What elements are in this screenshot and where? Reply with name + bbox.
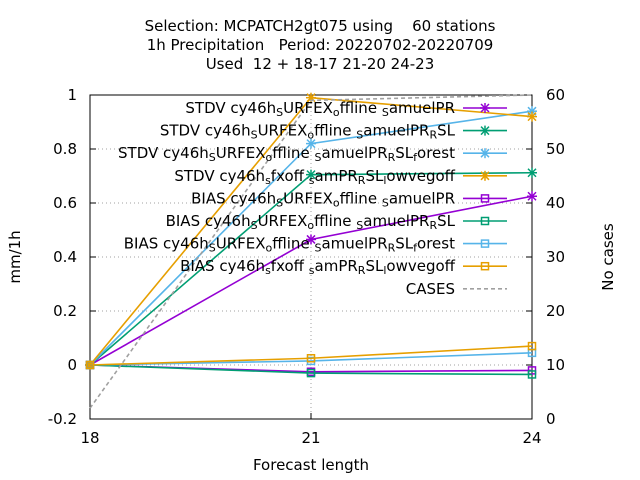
legend-item: STDV cy46hSURFEXoffline SamuelPRRSL (160, 122, 507, 142)
data-point-marker (480, 148, 490, 159)
legend-item: STDV cy46hSURFEXoffline SamuelPR (185, 99, 507, 119)
data-point-marker (480, 194, 490, 203)
series-line (89, 94, 533, 409)
y2-tick-label: 20 (546, 302, 565, 320)
data-point-marker (306, 234, 316, 245)
data-point-marker (480, 239, 490, 248)
data-point-marker (306, 354, 316, 363)
data-point-marker (85, 360, 95, 370)
legend-label: BIAS cy46hSURFEXoffline SamuelPR (191, 189, 455, 209)
data-point-marker (480, 125, 490, 136)
legend-label: STDV cy46hSURFEXoffline SamuelPR (185, 99, 455, 119)
y-tick-label: 0.6 (53, 194, 77, 212)
chart-title-line-2: 1h Precipitation Period: 20220702-202207… (146, 36, 494, 54)
legend-label: BIAS cy46hSURFEXoffline SamuelPRRSLfores… (124, 235, 455, 255)
series-cases (89, 94, 533, 409)
legend-label: CASES (406, 280, 455, 298)
y-axis-label: mm/1h (6, 230, 24, 283)
legend-item: STDV cy46hSURFEXoffline SamuelPRRSLfores… (118, 144, 507, 164)
legend-label: STDV cy46hSURFEXoffline SamuelPRRSLfores… (118, 144, 455, 164)
series-lines (85, 92, 537, 409)
y2-tick-label: 60 (546, 86, 565, 104)
data-point-marker (306, 138, 316, 149)
legend-item: BIAS cy46hSURFEXoffline SamuelPRRSLfores… (124, 235, 507, 255)
series-line (89, 352, 533, 366)
data-point-marker (480, 261, 490, 271)
series-bias-cy46h-s-fxoff-s-ampr-r-sl-l-owvegoff (85, 341, 537, 370)
y-tick-label: 0 (67, 356, 77, 374)
y-tick-label: 1 (67, 86, 77, 104)
y-tick-label: 0.8 (53, 140, 77, 158)
legend-item: CASES (406, 280, 507, 298)
legend: STDV cy46hSURFEXoffline SamuelPR STDV cy4… (118, 99, 507, 298)
x-tick-label: 18 (80, 429, 99, 447)
legend-item: BIAS cy46hsfxoff samPRRSLlowvegoff (180, 257, 507, 277)
data-point-marker (306, 169, 316, 180)
y-tick-label: 0.4 (53, 248, 77, 266)
y-tick-label: 0.2 (53, 302, 77, 320)
legend-label: STDV cy46hSURFEXoffline SamuelPRRSL (160, 122, 456, 142)
x-tick-label: 24 (522, 429, 541, 447)
series-line (89, 345, 533, 366)
data-point-marker (306, 368, 316, 378)
data-point-marker (527, 341, 537, 351)
x-tick-label: 21 (301, 429, 320, 447)
legend-label: BIAS cy46hsfxoff samPRRSLlowvegoff (180, 257, 456, 277)
chart-title-line-3: Used 12 + 18-17 21-20 24-23 (205, 55, 435, 73)
data-point-marker (480, 170, 490, 181)
data-point-marker (527, 111, 537, 122)
legend-item: BIAS cy46hSURFEXoffline SamuelPRRSL (166, 212, 507, 232)
legend-label: BIAS cy46hSURFEXoffline SamuelPRRSL (166, 212, 456, 232)
legend-item: BIAS cy46hSURFEXoffline SamuelPR (191, 189, 507, 210)
y2-axis-label: No cases (599, 223, 617, 291)
x-axis-label: Forecast length (253, 456, 369, 474)
legend-label: STDV cy46hsfxoff samPRRSLlowvegoff (174, 167, 455, 187)
y2-tick-label: 40 (546, 194, 565, 212)
y2-tick-label: 30 (546, 248, 565, 266)
y-tick-label: -0.2 (48, 410, 77, 428)
data-point-marker (527, 191, 537, 202)
legend-item: STDV cy46hsfxoff samPRRSLlowvegoff (174, 167, 507, 187)
data-point-marker (527, 167, 537, 178)
data-point-marker (480, 103, 490, 113)
data-point-marker (480, 216, 490, 226)
y2-tick-label: 50 (546, 140, 565, 158)
data-point-marker (527, 370, 537, 379)
y2-tick-label: 0 (546, 410, 556, 428)
chart-title-line-1: Selection: MCPATCH2gt075 using 60 statio… (144, 17, 496, 35)
series-line (89, 364, 533, 376)
y2-tick-label: 10 (546, 356, 565, 374)
